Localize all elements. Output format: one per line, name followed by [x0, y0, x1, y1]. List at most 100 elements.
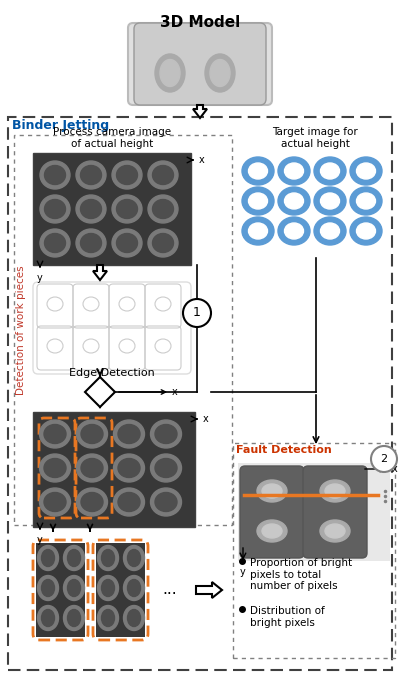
Ellipse shape: [128, 609, 140, 627]
Text: y: y: [37, 535, 43, 545]
Ellipse shape: [278, 217, 310, 245]
Text: y: y: [37, 273, 43, 283]
Ellipse shape: [64, 575, 84, 601]
Bar: [238, 463, 390, 561]
Ellipse shape: [40, 161, 70, 189]
Ellipse shape: [148, 195, 178, 223]
Ellipse shape: [284, 163, 304, 179]
Ellipse shape: [114, 454, 144, 482]
Ellipse shape: [81, 492, 103, 511]
Ellipse shape: [155, 54, 185, 92]
Ellipse shape: [356, 163, 376, 179]
Bar: [8, 117, 392, 670]
Text: Fault Detection: Fault Detection: [236, 445, 332, 455]
Ellipse shape: [155, 492, 177, 511]
Ellipse shape: [81, 458, 103, 477]
Ellipse shape: [320, 193, 340, 209]
Ellipse shape: [42, 609, 54, 627]
Ellipse shape: [38, 545, 58, 571]
Ellipse shape: [38, 575, 58, 601]
Ellipse shape: [320, 163, 340, 179]
Ellipse shape: [356, 223, 376, 239]
FancyBboxPatch shape: [240, 466, 304, 558]
Ellipse shape: [242, 157, 274, 185]
Ellipse shape: [278, 187, 310, 215]
Ellipse shape: [284, 223, 304, 239]
Text: x: x: [172, 387, 178, 397]
Ellipse shape: [68, 580, 80, 597]
Ellipse shape: [76, 229, 106, 257]
Ellipse shape: [320, 520, 350, 542]
Ellipse shape: [42, 550, 54, 567]
Ellipse shape: [160, 59, 180, 86]
Ellipse shape: [242, 217, 274, 245]
Ellipse shape: [320, 223, 340, 239]
Ellipse shape: [128, 550, 140, 567]
Ellipse shape: [98, 575, 118, 601]
Ellipse shape: [81, 424, 103, 443]
Ellipse shape: [118, 458, 140, 477]
Ellipse shape: [257, 480, 287, 502]
Ellipse shape: [68, 609, 80, 627]
Ellipse shape: [80, 200, 102, 219]
Text: 3D Model: 3D Model: [160, 15, 240, 30]
FancyArrow shape: [196, 582, 222, 598]
Ellipse shape: [112, 229, 142, 257]
Ellipse shape: [102, 580, 114, 597]
FancyBboxPatch shape: [33, 282, 191, 374]
Ellipse shape: [76, 195, 106, 223]
Ellipse shape: [40, 420, 70, 448]
Ellipse shape: [44, 165, 66, 185]
Ellipse shape: [80, 234, 102, 253]
Ellipse shape: [278, 157, 310, 185]
Ellipse shape: [116, 165, 138, 185]
Text: Proportion of bright
pixels to total
number of pixels: Proportion of bright pixels to total num…: [250, 558, 352, 591]
Ellipse shape: [118, 492, 140, 511]
Text: y: y: [240, 567, 246, 577]
Ellipse shape: [124, 605, 144, 631]
Ellipse shape: [150, 454, 182, 482]
Ellipse shape: [325, 524, 345, 538]
Ellipse shape: [152, 165, 174, 185]
Ellipse shape: [112, 161, 142, 189]
Text: x: x: [203, 414, 209, 424]
Ellipse shape: [76, 420, 108, 448]
Ellipse shape: [262, 524, 282, 538]
Ellipse shape: [325, 484, 345, 498]
Ellipse shape: [248, 163, 268, 179]
Ellipse shape: [76, 161, 106, 189]
Ellipse shape: [116, 234, 138, 253]
Ellipse shape: [40, 488, 70, 516]
Bar: [233, 443, 395, 658]
Ellipse shape: [150, 488, 182, 516]
Ellipse shape: [350, 217, 382, 245]
Ellipse shape: [356, 193, 376, 209]
Ellipse shape: [150, 420, 182, 448]
Ellipse shape: [314, 217, 346, 245]
FancyArrow shape: [193, 105, 207, 118]
Text: Target image for
actual height: Target image for actual height: [272, 127, 358, 149]
Ellipse shape: [152, 234, 174, 253]
Ellipse shape: [76, 454, 108, 482]
Circle shape: [183, 299, 211, 327]
Ellipse shape: [148, 229, 178, 257]
Ellipse shape: [44, 492, 66, 511]
Ellipse shape: [112, 195, 142, 223]
Ellipse shape: [40, 195, 70, 223]
Text: Detection of work pieces: Detection of work pieces: [16, 265, 26, 395]
Ellipse shape: [114, 420, 144, 448]
Ellipse shape: [155, 458, 177, 477]
Ellipse shape: [44, 234, 66, 253]
Ellipse shape: [98, 545, 118, 571]
Ellipse shape: [40, 229, 70, 257]
Ellipse shape: [42, 580, 54, 597]
Ellipse shape: [40, 454, 70, 482]
Bar: [33, 153, 191, 265]
Bar: [33, 412, 195, 527]
Text: 1: 1: [193, 306, 201, 319]
Ellipse shape: [242, 187, 274, 215]
Ellipse shape: [210, 59, 230, 86]
Ellipse shape: [80, 165, 102, 185]
Ellipse shape: [320, 480, 350, 502]
Ellipse shape: [114, 488, 144, 516]
